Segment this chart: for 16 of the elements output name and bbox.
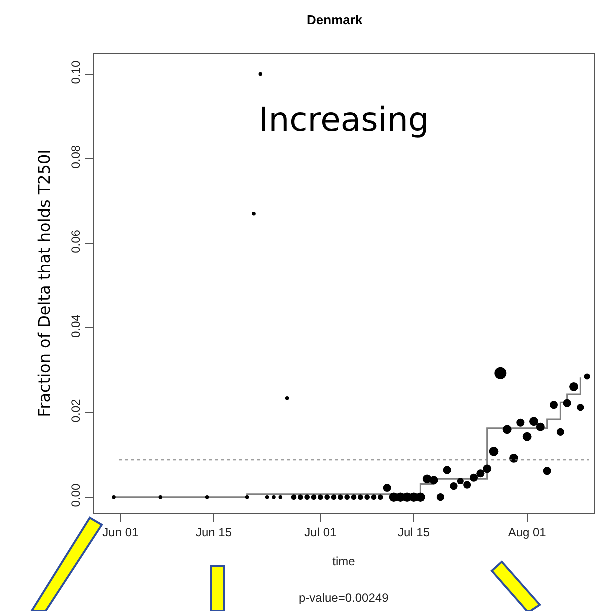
- y-tick-label: 0.00: [69, 484, 84, 508]
- y-axis-title: Fraction of Delta that holds T250I: [35, 150, 54, 418]
- y-tick-label: 0.10: [69, 60, 84, 84]
- x-tick-label: Jul 01: [304, 525, 337, 540]
- x-tick-label: Jul 15: [398, 525, 430, 540]
- y-tick-label: 0.08: [69, 145, 84, 169]
- x-tick-label: Aug 01: [508, 525, 547, 540]
- y-tick-label: 0.06: [69, 230, 84, 254]
- chart-title: Denmark: [307, 12, 364, 28]
- y-tick-label: 0.04: [69, 314, 84, 338]
- y-tick-label: 0.02: [69, 398, 84, 423]
- x-axis-title: time: [332, 554, 356, 568]
- x-tick-label: Jun 15: [196, 525, 232, 540]
- annotation: Increasing: [259, 100, 430, 139]
- x-tick-label: Jun 01: [102, 525, 140, 540]
- text: p-value=0.00249: [299, 591, 390, 605]
